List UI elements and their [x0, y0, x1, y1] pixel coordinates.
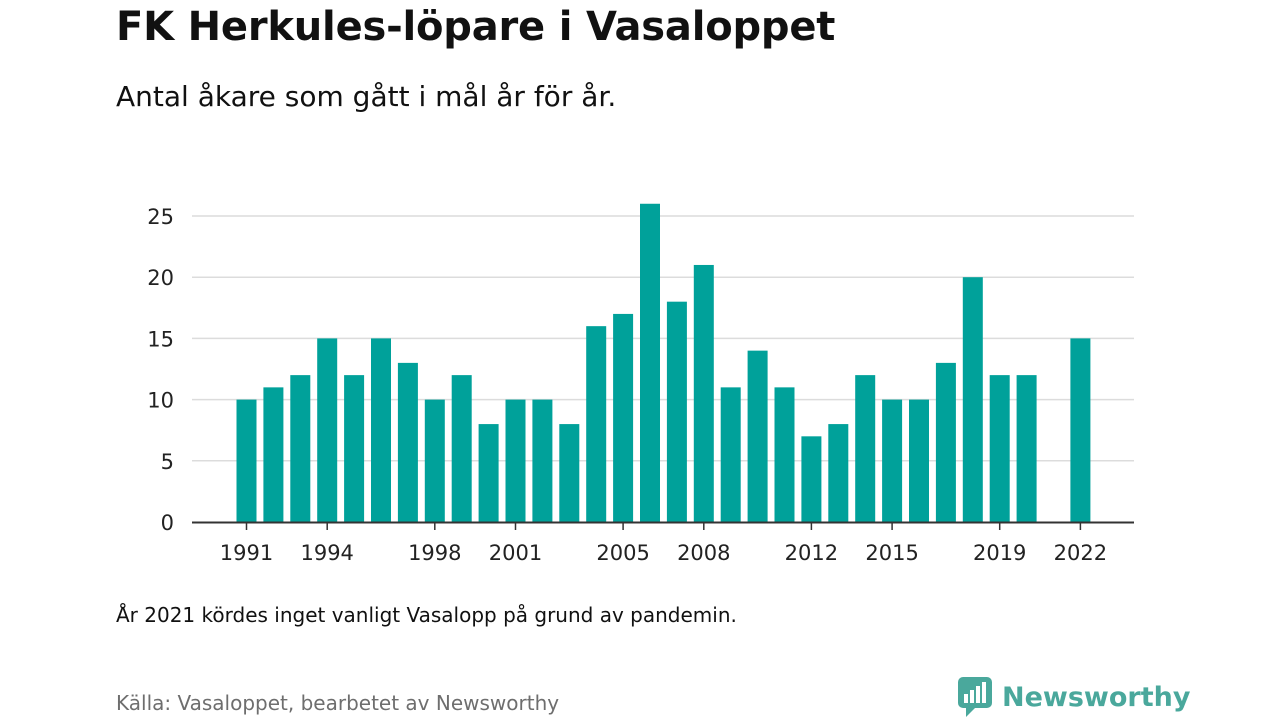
bar-2022	[1070, 338, 1091, 522]
bar-2010	[747, 350, 768, 522]
bar-2017	[935, 362, 956, 522]
chart-note: År 2021 kördes inget vanligt Vasalopp på…	[116, 603, 737, 627]
bar-2009	[720, 387, 741, 522]
bar-2003	[559, 424, 580, 522]
x-tick-label: 2001	[489, 541, 542, 565]
y-tick-label: 20	[147, 266, 174, 290]
bar-2012	[801, 436, 822, 522]
bar-1992	[263, 387, 284, 522]
x-tick-label: 2005	[596, 541, 649, 565]
y-tick-label: 25	[147, 205, 174, 229]
x-tick-label: 2012	[785, 541, 838, 565]
bar-1998	[424, 399, 445, 522]
brand-name: Newsworthy	[1002, 681, 1191, 713]
bar-2007	[666, 301, 687, 522]
y-tick-label: 5	[161, 450, 174, 474]
bar-1993	[290, 375, 311, 522]
bar-1999	[451, 375, 472, 522]
bar-2016	[909, 399, 929, 522]
bar-2008	[693, 264, 714, 522]
bar-1994	[317, 338, 338, 522]
x-tick-label: 1998	[408, 541, 461, 565]
newsworthy-logo-icon	[958, 677, 992, 717]
y-tick-label: 10	[147, 389, 174, 413]
x-tick-label: 1991	[220, 541, 273, 565]
bar-2006	[640, 203, 660, 522]
y-tick-label: 15	[147, 327, 174, 351]
bar-2002	[532, 399, 553, 522]
bar-1996	[371, 338, 391, 522]
chart-title: FK Herkules-löpare i Vasaloppet	[116, 4, 836, 50]
bar-2001	[505, 399, 526, 522]
x-tick-label: 1994	[300, 541, 353, 565]
bar-2011	[774, 387, 795, 522]
x-tick-label: 2019	[973, 541, 1026, 565]
bar-2020	[1016, 375, 1037, 522]
bar-2018	[962, 277, 983, 522]
bar-2000	[478, 424, 499, 522]
bar-2019	[989, 375, 1010, 522]
bar-2005	[613, 313, 634, 522]
y-axis-ticks: 0 5 10 15 20 25	[147, 205, 174, 535]
bar-2015	[882, 399, 903, 522]
bar-2014	[855, 375, 876, 522]
bar-chart: 0 5 10 15 20 25 1991 1994 1998 2001 2005 2008 2012 2…	[147, 203, 1134, 565]
bar-2013	[828, 424, 849, 522]
x-tick-label: 2008	[677, 541, 730, 565]
x-tick-label: 2022	[1054, 541, 1107, 565]
bar-1991	[236, 399, 257, 522]
chart-subtitle: Antal åkare som gått i mål år för år.	[116, 80, 617, 113]
bars	[236, 203, 1091, 522]
bar-1995	[344, 375, 365, 522]
x-axis-ticks: 1991 1994 1998 2001 2005 2008 2012 2015 2019 2022	[220, 523, 1107, 565]
y-tick-label: 0	[161, 511, 174, 535]
source-text: Källa: Vasaloppet, bearbetet av Newswort…	[116, 691, 560, 715]
x-tick-label: 2015	[865, 541, 918, 565]
newsworthy-brand[interactable]: Newsworthy	[958, 677, 1190, 717]
bar-2004	[586, 326, 607, 522]
bar-1997	[397, 362, 418, 522]
